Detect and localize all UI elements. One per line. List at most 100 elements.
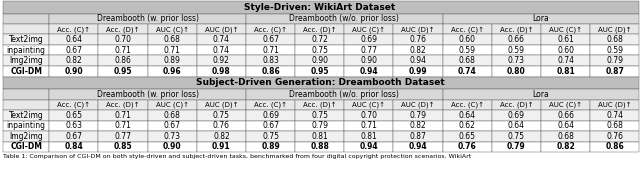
Bar [197, 66, 246, 77]
Text: 0.68: 0.68 [164, 111, 180, 120]
Bar [148, 34, 197, 45]
Bar [197, 110, 246, 121]
Text: 0.79: 0.79 [311, 121, 328, 130]
Text: 0.68: 0.68 [459, 56, 476, 65]
Text: 0.90: 0.90 [65, 67, 83, 76]
Text: Subject-Driven Generation: Dreambooth Dataset: Subject-Driven Generation: Dreambooth Da… [196, 78, 444, 87]
Bar [197, 121, 246, 131]
Bar [246, 66, 295, 77]
Text: 0.89: 0.89 [164, 56, 180, 65]
Bar [443, 110, 492, 121]
Text: 0.89: 0.89 [261, 142, 280, 152]
Bar [590, 34, 639, 45]
Text: CGI-DM: CGI-DM [10, 67, 42, 76]
Bar [394, 45, 443, 55]
Bar [394, 55, 443, 66]
Bar [99, 100, 148, 110]
Text: 0.81: 0.81 [360, 132, 378, 141]
Bar [295, 55, 344, 66]
Text: 0.75: 0.75 [213, 111, 230, 120]
Text: Img2img: Img2img [10, 132, 43, 141]
Bar [492, 100, 541, 110]
Text: 0.99: 0.99 [409, 67, 428, 76]
Text: AUC (C)↑: AUC (C)↑ [549, 26, 582, 33]
Text: 0.65: 0.65 [459, 132, 476, 141]
Bar [99, 45, 148, 55]
Bar [3, 121, 49, 131]
Text: 0.83: 0.83 [262, 56, 279, 65]
Bar [295, 121, 344, 131]
Bar [49, 34, 99, 45]
Bar [99, 24, 148, 34]
Text: 0.94: 0.94 [410, 56, 427, 65]
Bar [295, 24, 344, 34]
Bar [394, 66, 443, 77]
Bar [295, 142, 344, 152]
Bar [443, 24, 492, 34]
Text: Acc. (C)↑: Acc. (C)↑ [58, 102, 90, 108]
Bar [148, 121, 197, 131]
Text: Style-Driven: WikiArt Dataset: Style-Driven: WikiArt Dataset [244, 3, 396, 12]
Bar [246, 24, 295, 34]
Bar [295, 131, 344, 142]
Bar [148, 24, 197, 34]
Text: AUC (C)↑: AUC (C)↑ [353, 102, 385, 108]
Text: 0.68: 0.68 [164, 35, 180, 44]
Bar [3, 131, 49, 142]
Text: 0.76: 0.76 [606, 132, 623, 141]
Text: 0.87: 0.87 [605, 67, 624, 76]
Text: 0.63: 0.63 [65, 121, 83, 130]
Text: 0.66: 0.66 [508, 35, 525, 44]
Bar [197, 45, 246, 55]
Bar [197, 131, 246, 142]
Bar [492, 121, 541, 131]
Text: 0.76: 0.76 [458, 142, 477, 152]
Bar [197, 100, 246, 110]
Bar [246, 121, 295, 131]
Bar [541, 45, 590, 55]
Text: 0.70: 0.70 [115, 35, 132, 44]
Text: 0.91: 0.91 [212, 142, 230, 152]
Text: 0.85: 0.85 [114, 142, 132, 152]
Text: 0.79: 0.79 [410, 111, 427, 120]
Bar [443, 142, 492, 152]
Text: AUC (C)↑: AUC (C)↑ [156, 26, 189, 33]
Bar [590, 55, 639, 66]
Text: 0.68: 0.68 [606, 35, 623, 44]
Bar [541, 55, 590, 66]
Bar [148, 110, 197, 121]
Text: Acc. (C)↑: Acc. (C)↑ [254, 26, 287, 33]
Bar [49, 142, 99, 152]
Text: Acc. (D)↑: Acc. (D)↑ [106, 102, 140, 108]
Text: 0.70: 0.70 [360, 111, 378, 120]
Bar [49, 24, 99, 34]
Bar [99, 142, 148, 152]
Text: 0.60: 0.60 [557, 46, 574, 55]
Text: 0.67: 0.67 [262, 35, 279, 44]
Text: 0.64: 0.64 [557, 121, 574, 130]
Text: 0.82: 0.82 [213, 132, 230, 141]
Bar [492, 55, 541, 66]
Text: 0.67: 0.67 [65, 46, 83, 55]
Text: 0.90: 0.90 [311, 56, 328, 65]
Bar [246, 34, 295, 45]
Text: 0.81: 0.81 [556, 67, 575, 76]
Bar [541, 66, 590, 77]
Bar [590, 142, 639, 152]
Bar [394, 100, 443, 110]
Text: Acc. (C)↑: Acc. (C)↑ [254, 102, 287, 108]
Bar [49, 66, 99, 77]
Text: 0.68: 0.68 [606, 121, 623, 130]
Text: 0.71: 0.71 [115, 111, 131, 120]
Bar [394, 121, 443, 131]
Text: 0.71: 0.71 [115, 46, 131, 55]
Text: 0.76: 0.76 [410, 35, 427, 44]
Bar [3, 14, 49, 24]
Text: 0.74: 0.74 [213, 46, 230, 55]
Text: AUC (C)↑: AUC (C)↑ [353, 26, 385, 33]
Bar [99, 121, 148, 131]
Bar [443, 100, 492, 110]
Bar [49, 55, 99, 66]
Bar [492, 34, 541, 45]
Text: 0.88: 0.88 [310, 142, 329, 152]
